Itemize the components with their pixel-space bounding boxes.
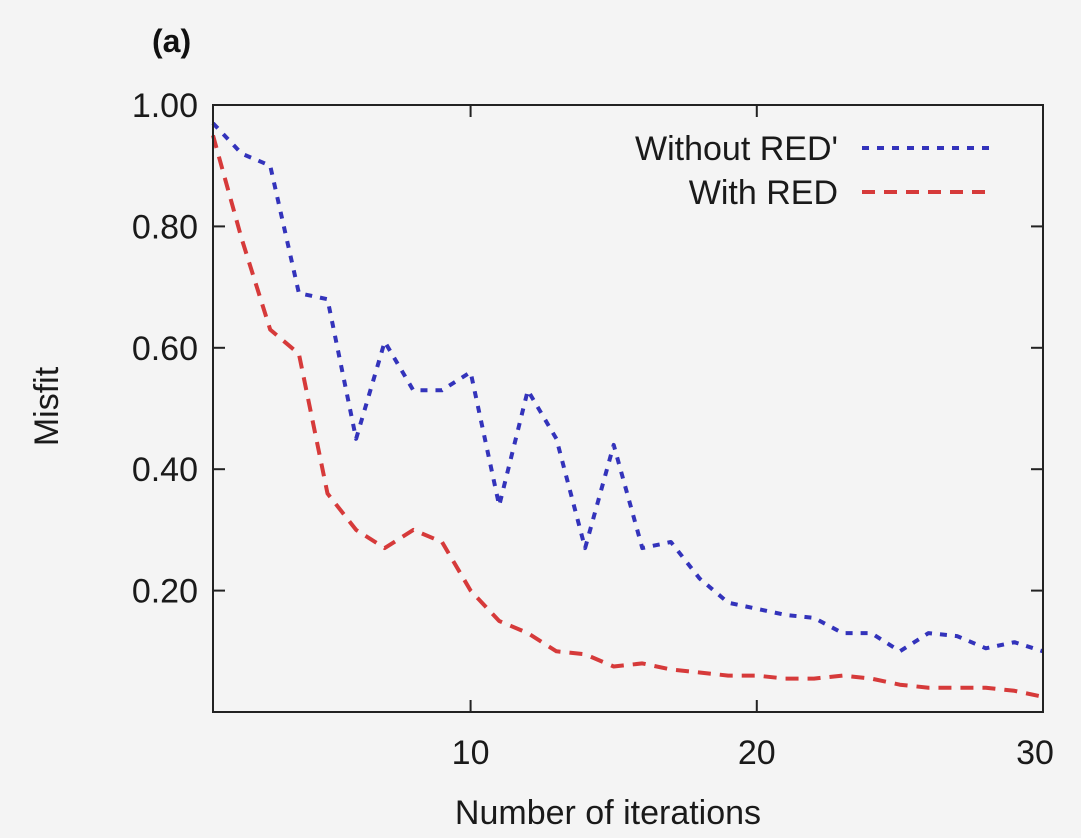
series-layer	[211, 121, 1044, 699]
y-tick-label: 0.20	[132, 573, 198, 611]
y-tick-label: 0.80	[132, 208, 198, 246]
y-tick-label: 1.00	[132, 87, 198, 125]
legend-label-0: Without RED'	[635, 130, 838, 168]
ticks-layer	[213, 104, 1044, 712]
y-tick-label: 0.40	[132, 451, 198, 489]
x-axis-label: Number of iterations	[455, 794, 761, 832]
series-line-0	[211, 121, 1044, 654]
y-tick-label: 0.60	[132, 330, 198, 368]
series-line-1	[211, 134, 1044, 699]
panel-label: (a)	[152, 23, 191, 59]
x-tick-labels: 10 20 30	[452, 734, 1054, 772]
legend: Without RED' With RED	[635, 130, 990, 212]
legend-label-1: With RED	[689, 174, 838, 212]
x-tick-label: 10	[452, 734, 490, 772]
y-axis-label: Misfit	[28, 366, 66, 446]
plot-frame	[212, 104, 1044, 713]
y-tick-labels: 0.20 0.40 0.60 0.80 1.00	[132, 87, 198, 611]
x-tick-label: 30	[1016, 734, 1054, 772]
x-tick-label: 20	[738, 734, 776, 772]
